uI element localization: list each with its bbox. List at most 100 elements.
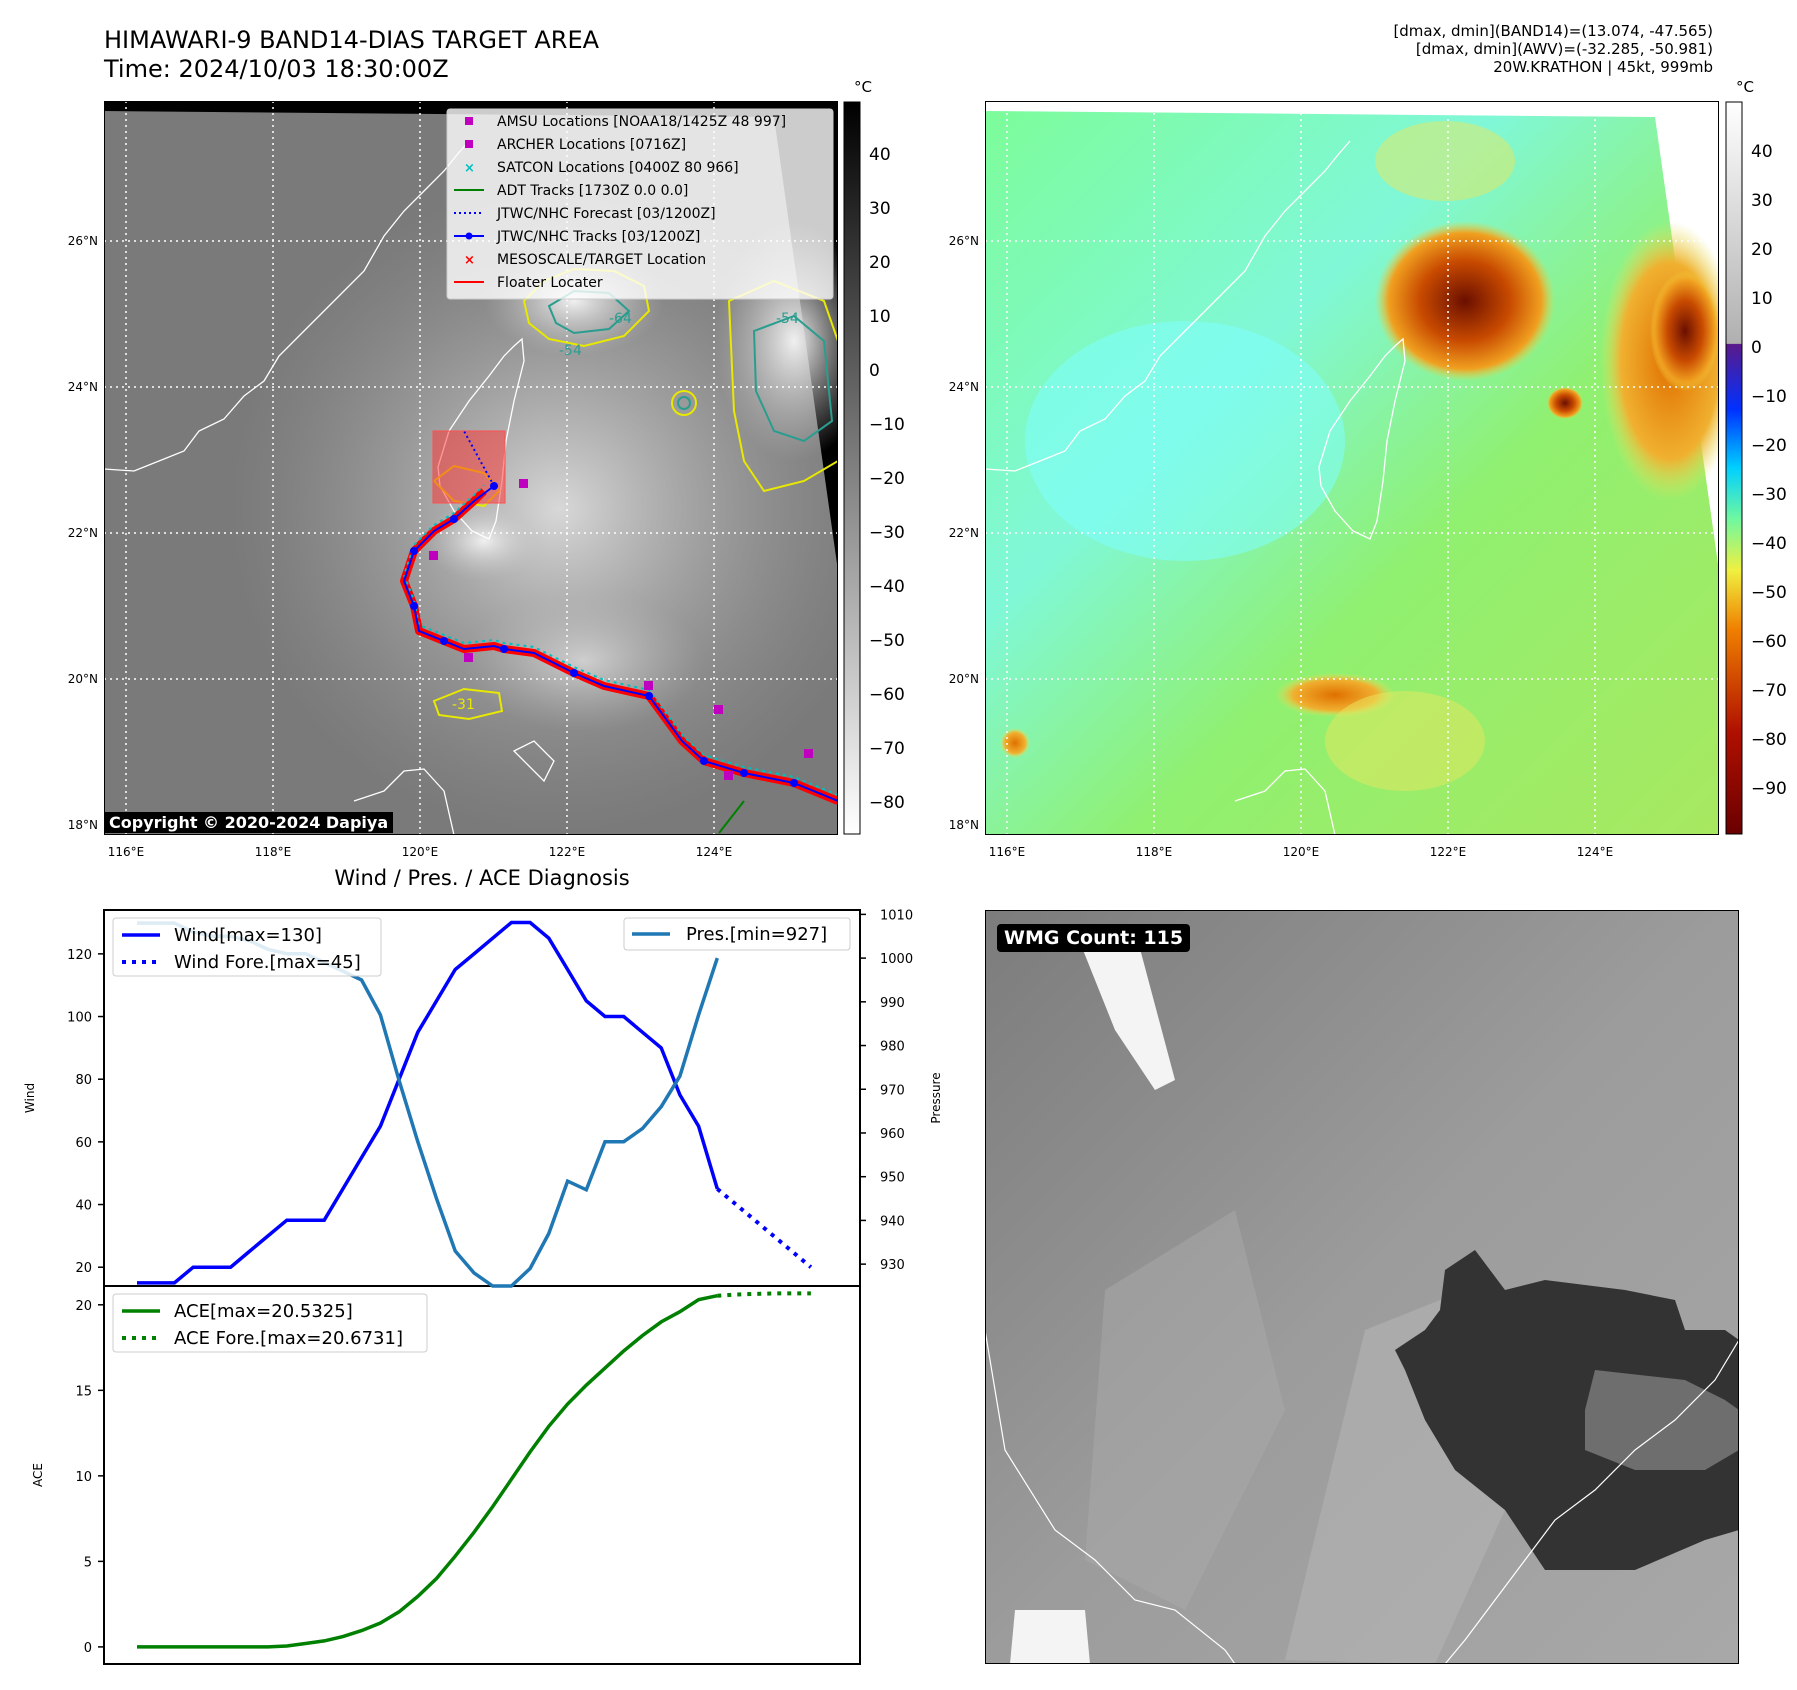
wind-yticks: 20 40 60 80 100 120 <box>67 948 104 1276</box>
ir-map-panel: -64 -54 -54 -31 AMSU Locations [NOAA18/1… <box>104 101 838 835</box>
legend-pressure: Pres.[min=927] <box>686 924 827 945</box>
lon-label: 122°E <box>1430 845 1467 859</box>
ir-colorbar-tick: 10 <box>869 307 891 327</box>
y-tick-label: 930 <box>880 1258 905 1273</box>
y-tick-label: 15 <box>75 1384 92 1399</box>
svg-text:Floater Locater: Floater Locater <box>497 275 603 291</box>
legend-item-jtwc-tracks: JTWC/NHC Tracks [03/1200Z] <box>454 229 700 245</box>
pres-legend: Pres.[min=927] <box>623 917 851 951</box>
title-line-2: Time: 2024/10/03 18:30:00Z <box>104 55 449 83</box>
contour-label: -31 <box>452 697 475 713</box>
svg-text:×: × <box>464 253 475 268</box>
ir-colorbar-tick: 40 <box>869 145 891 165</box>
wv-colorbar-tick: −60 <box>1751 632 1787 652</box>
title-line-1: HIMAWARI-9 BAND14-DIAS TARGET AREA <box>104 26 600 54</box>
contour-label: -54 <box>559 343 582 359</box>
ir-colorbar-tick: −80 <box>869 793 905 813</box>
stats-line-2: [dmax, dmin](AWV)=(-32.285, -50.981) <box>1415 40 1713 58</box>
wv-map-panel <box>985 101 1719 835</box>
legend-wind-forecast: Wind Fore.[max=45] <box>174 952 361 973</box>
y-tick-label: 120 <box>67 948 92 963</box>
lat-label: 20°N <box>949 672 979 686</box>
svg-text:ADT Tracks [1730Z 0.0 0.0]: ADT Tracks [1730Z 0.0 0.0] <box>497 183 688 199</box>
lon-label: 124°E <box>1577 845 1614 859</box>
lat-label: 26°N <box>949 234 979 248</box>
lat-label: 20°N <box>68 672 98 686</box>
wv-colorbar-tick: 30 <box>1751 191 1773 211</box>
svg-text:JTWC/NHC Forecast [03/1200Z]: JTWC/NHC Forecast [03/1200Z] <box>496 206 716 222</box>
y-tick-label: 1010 <box>880 908 913 923</box>
svg-text:ARCHER Locations [0716Z]: ARCHER Locations [0716Z] <box>497 137 686 153</box>
ace-yticks: 0 5 10 15 20 <box>75 1299 104 1656</box>
lon-label: 118°E <box>1136 845 1173 859</box>
ir-colorbar-tick: −70 <box>869 739 905 759</box>
y-tick-label: 100 <box>67 1011 92 1026</box>
lat-label: 26°N <box>68 234 98 248</box>
ir-map-axes: 26°N 24°N 22°N 20°N 18°N 116°E 118°E 120… <box>68 234 733 859</box>
wind-forecast-line <box>716 1187 813 1269</box>
legend-item-amsu: AMSU Locations [NOAA18/1425Z 48 997] <box>465 114 786 130</box>
y-tick-label: 1000 <box>880 952 913 967</box>
y-tick-label: 80 <box>75 1073 92 1088</box>
jtwc-track <box>402 485 838 802</box>
legend-ace-forecast: ACE Fore.[max=20.6731] <box>174 1328 403 1349</box>
lat-label: 24°N <box>68 380 98 394</box>
map-legend <box>446 108 834 300</box>
ir-colorbar-tick: 20 <box>869 253 891 273</box>
ace-series-line <box>137 1293 718 1649</box>
lon-label: 116°E <box>989 845 1026 859</box>
y-tick-label: 990 <box>880 996 905 1011</box>
lat-label: 18°N <box>949 818 979 832</box>
lon-label: 116°E <box>108 845 145 859</box>
legend-item-archer: ARCHER Locations [0716Z] <box>465 137 686 153</box>
wv-colorbar-tick: −40 <box>1751 534 1787 554</box>
lon-label: 122°E <box>549 845 586 859</box>
wv-colorbar-tick: 20 <box>1751 240 1773 260</box>
wv-map-axes: 26°N 24°N 22°N 20°N 18°N 116°E 118°E 120… <box>949 234 1614 859</box>
figure-title: HIMAWARI-9 BAND14-DIAS TARGET AREA Time:… <box>104 26 599 84</box>
wmg-count-badge: WMG Count: 115 <box>997 924 1191 952</box>
svg-text:AMSU Locations [NOAA18/1425Z 4: AMSU Locations [NOAA18/1425Z 48 997] <box>497 114 786 130</box>
ir-colorbar-tick: −40 <box>869 577 905 597</box>
ir-colorbar-tick: 0 <box>869 361 880 381</box>
ir-colorbar-tick: −60 <box>869 685 905 705</box>
bright-cloud <box>1075 930 1175 1090</box>
wind-series-line <box>137 920 719 1285</box>
lat-label: 22°N <box>949 526 979 540</box>
adt-track <box>718 800 745 834</box>
svg-text:SATCON Locations [0400Z 80 966: SATCON Locations [0400Z 80 966] <box>497 160 739 176</box>
y-tick-label: 0 <box>84 1641 92 1656</box>
jtwc-forecast <box>463 430 495 487</box>
target-box <box>432 430 506 504</box>
stats-line-3: 20W.KRATHON | 45kt, 999mb <box>1493 58 1713 76</box>
stats-block: [dmax, dmin](BAND14)=(13.074, -47.565) [… <box>1393 22 1713 76</box>
diagnosis-title: Wind / Pres. / ACE Diagnosis <box>334 866 630 890</box>
ace-axis-label: ACE <box>31 1463 45 1487</box>
svg-text:×: × <box>464 161 475 176</box>
wv-colorbar-unit: °C <box>1736 78 1754 96</box>
y-tick-label: 40 <box>75 1199 92 1214</box>
ir-colorbar-tick: −10 <box>869 415 905 435</box>
y-tick-label: 950 <box>880 1171 905 1186</box>
legend-item-satcon: × SATCON Locations [0400Z 80 966] <box>464 160 739 176</box>
ir-colorbar-tick: 30 <box>869 199 891 219</box>
zoom-panel <box>985 910 1739 1664</box>
wv-colorbar-tick: −70 <box>1751 681 1787 701</box>
wv-colorbar-tick: 40 <box>1751 142 1773 162</box>
pres-yticks: 930 940 950 960 970 980 990 1000 1010 <box>860 908 913 1273</box>
y-tick-label: 20 <box>75 1261 92 1276</box>
svg-text:MESOSCALE/TARGET Location: MESOSCALE/TARGET Location <box>497 252 706 268</box>
lon-label: 120°E <box>402 845 439 859</box>
y-tick-label: 20 <box>75 1299 92 1314</box>
legend-item-target: × MESOSCALE/TARGET Location <box>464 252 706 268</box>
wind-legend: Wind[max=130] Wind Fore.[max=45] <box>112 917 382 977</box>
pressure-axis-label: Pressure <box>929 1072 943 1123</box>
contour-label: -54 <box>776 311 799 327</box>
svg-text:JTWC/NHC Tracks [03/1200Z]: JTWC/NHC Tracks [03/1200Z] <box>496 229 700 245</box>
lat-label: 24°N <box>949 380 979 394</box>
lon-label: 118°E <box>255 845 292 859</box>
ir-colorbar-unit: °C <box>854 78 872 96</box>
y-tick-label: 5 <box>84 1555 92 1570</box>
wv-colorbar-tick: −50 <box>1751 583 1787 603</box>
